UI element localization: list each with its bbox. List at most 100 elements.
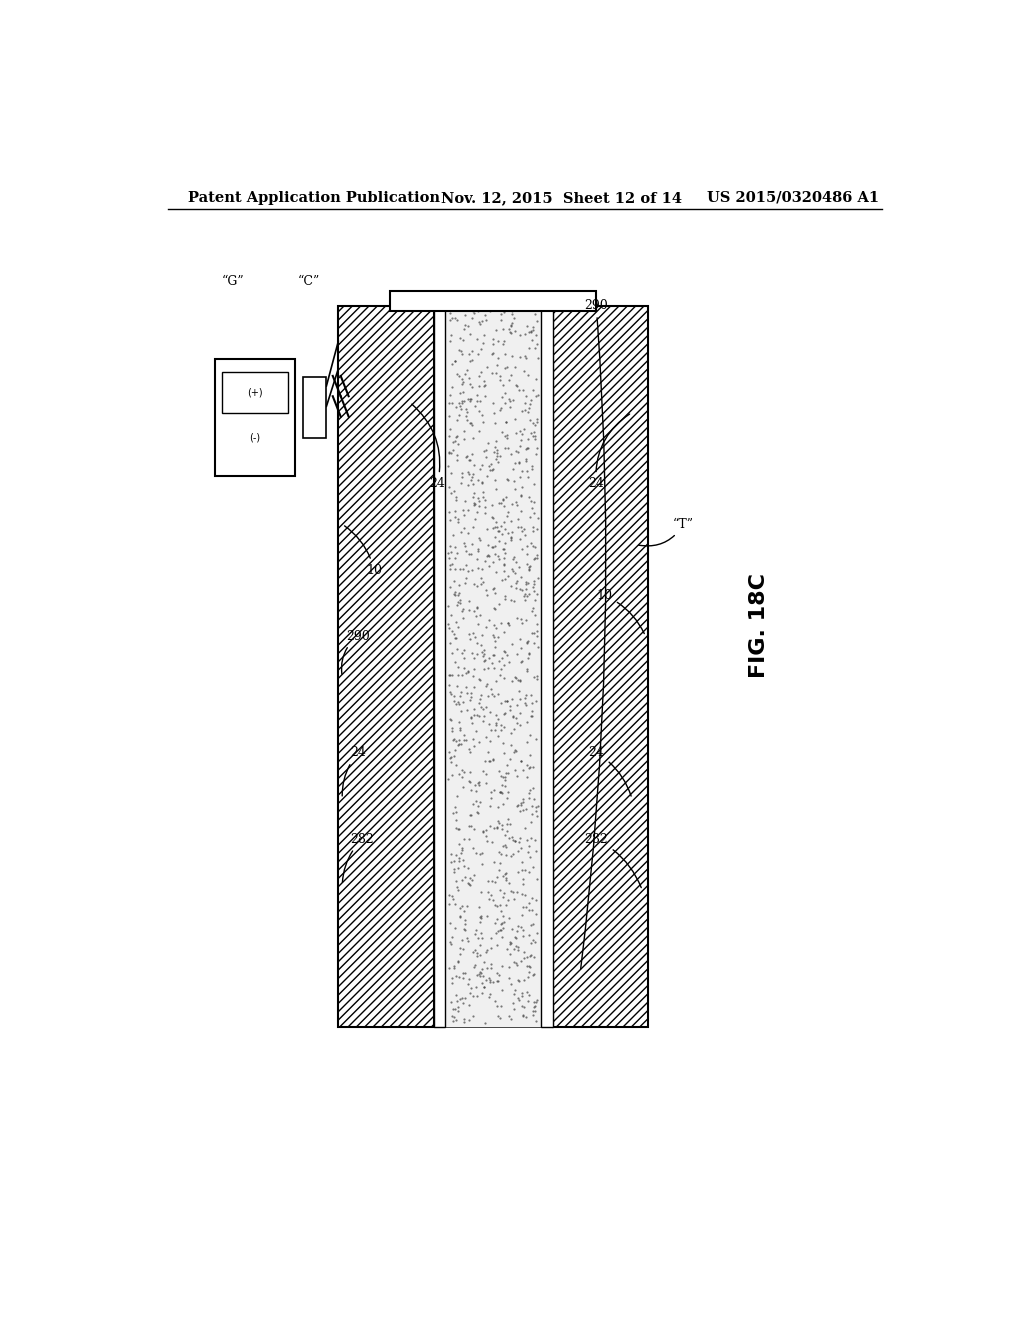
- Point: [518, 544, 535, 565]
- Point: [468, 606, 484, 627]
- Point: [527, 797, 544, 818]
- Point: [509, 644, 525, 665]
- Point: [471, 964, 487, 985]
- Point: [516, 941, 532, 962]
- Point: [479, 906, 496, 927]
- Point: [490, 451, 507, 473]
- Point: [495, 793, 511, 814]
- Point: [517, 859, 534, 880]
- Point: [473, 473, 489, 494]
- Point: [524, 455, 541, 477]
- Point: [473, 360, 489, 381]
- Point: [496, 882, 512, 903]
- Point: [515, 969, 531, 990]
- Point: [470, 796, 486, 817]
- Point: [471, 400, 487, 421]
- Point: [483, 652, 500, 673]
- Point: [466, 818, 482, 840]
- Point: [461, 590, 477, 611]
- Point: [503, 734, 519, 755]
- Point: [459, 927, 475, 948]
- Point: [507, 927, 523, 948]
- Point: [499, 469, 515, 490]
- Point: [459, 700, 475, 721]
- Point: [496, 553, 512, 574]
- Point: [508, 936, 524, 957]
- Point: [478, 820, 495, 841]
- Point: [497, 766, 513, 787]
- Point: [494, 818, 510, 840]
- Point: [440, 405, 457, 426]
- Point: [526, 946, 543, 968]
- Point: [512, 421, 528, 442]
- Point: [449, 543, 465, 564]
- Point: [511, 379, 527, 400]
- Point: [471, 693, 487, 714]
- Point: [511, 557, 527, 578]
- Point: [503, 880, 519, 902]
- Point: [478, 519, 495, 540]
- Point: [445, 480, 462, 502]
- Point: [497, 532, 513, 553]
- Point: [466, 573, 482, 594]
- Point: [452, 966, 468, 987]
- Point: [518, 610, 535, 631]
- Point: [518, 632, 535, 653]
- Point: [478, 772, 495, 793]
- Point: [494, 912, 510, 933]
- Point: [452, 711, 468, 733]
- Point: [446, 536, 463, 557]
- Point: [441, 554, 458, 576]
- Point: [526, 932, 543, 953]
- Point: [529, 507, 546, 528]
- Point: [463, 816, 479, 837]
- Point: [507, 321, 523, 342]
- Point: [497, 425, 513, 446]
- Point: [519, 647, 536, 668]
- Point: [446, 956, 463, 977]
- Point: [489, 1005, 506, 1026]
- Point: [525, 632, 542, 653]
- Point: [460, 931, 476, 952]
- Point: [470, 343, 486, 364]
- Point: [471, 668, 487, 689]
- Point: [461, 771, 477, 792]
- Point: [492, 781, 508, 803]
- Point: [477, 970, 494, 991]
- Point: [487, 582, 504, 603]
- Point: [473, 558, 489, 579]
- Point: [445, 570, 462, 591]
- Point: [457, 304, 473, 325]
- Point: [523, 828, 540, 849]
- Point: [509, 882, 525, 903]
- Point: [481, 983, 498, 1005]
- Point: [519, 659, 536, 680]
- Point: [451, 847, 467, 869]
- Point: [525, 623, 542, 644]
- Point: [467, 395, 483, 416]
- Point: [454, 368, 470, 389]
- Point: [507, 667, 523, 688]
- Text: 24: 24: [412, 404, 445, 490]
- Point: [495, 539, 511, 560]
- Point: [506, 718, 522, 739]
- Point: [487, 363, 504, 384]
- Point: [440, 742, 457, 763]
- Point: [478, 310, 495, 331]
- Point: [452, 989, 468, 1010]
- Point: [446, 850, 463, 871]
- Point: [442, 933, 459, 954]
- Point: [503, 1008, 519, 1030]
- Point: [493, 612, 509, 634]
- Point: [500, 469, 516, 490]
- Point: [462, 413, 478, 434]
- Point: [458, 730, 474, 751]
- Point: [486, 780, 503, 801]
- Point: [504, 301, 520, 322]
- Point: [504, 521, 520, 543]
- Point: [484, 517, 501, 539]
- Point: [494, 956, 510, 977]
- Point: [512, 916, 528, 937]
- Point: [525, 777, 542, 799]
- Point: [446, 558, 463, 579]
